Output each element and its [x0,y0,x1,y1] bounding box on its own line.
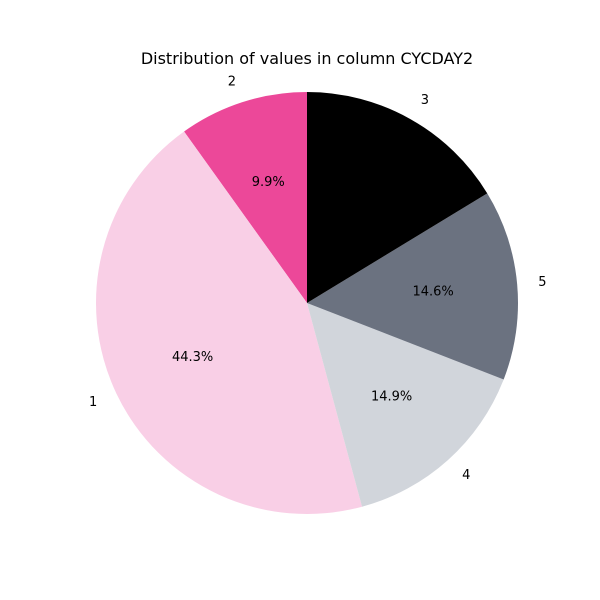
pie-labels: 2 9.9% 1 44.3% 4 14.9% 5 14.6% 3 16.3% [89,75,546,484]
slice-percent-5: 14.6% [412,284,453,299]
slice-percent-3: 16.3% [348,185,389,200]
pie-slice-3 [307,92,488,303]
pie-slice-5 [307,193,518,380]
pie-slices [95,92,518,515]
slice-percent-4: 14.9% [371,390,412,405]
slice-label-2: 2 [228,75,236,90]
slice-percent-1: 44.3% [172,350,213,365]
slice-label-3: 3 [421,93,429,108]
slice-percent-2: 9.9% [252,175,285,190]
slice-label-4: 4 [462,468,470,483]
slice-label-5: 5 [538,275,546,290]
chart-title: Distribution of values in column CYCDAY2 [141,49,473,68]
pie-slice-2 [184,92,307,303]
pie-slice-1 [95,131,363,515]
pie-slice-4 [307,303,504,507]
slice-label-1: 1 [89,395,97,410]
